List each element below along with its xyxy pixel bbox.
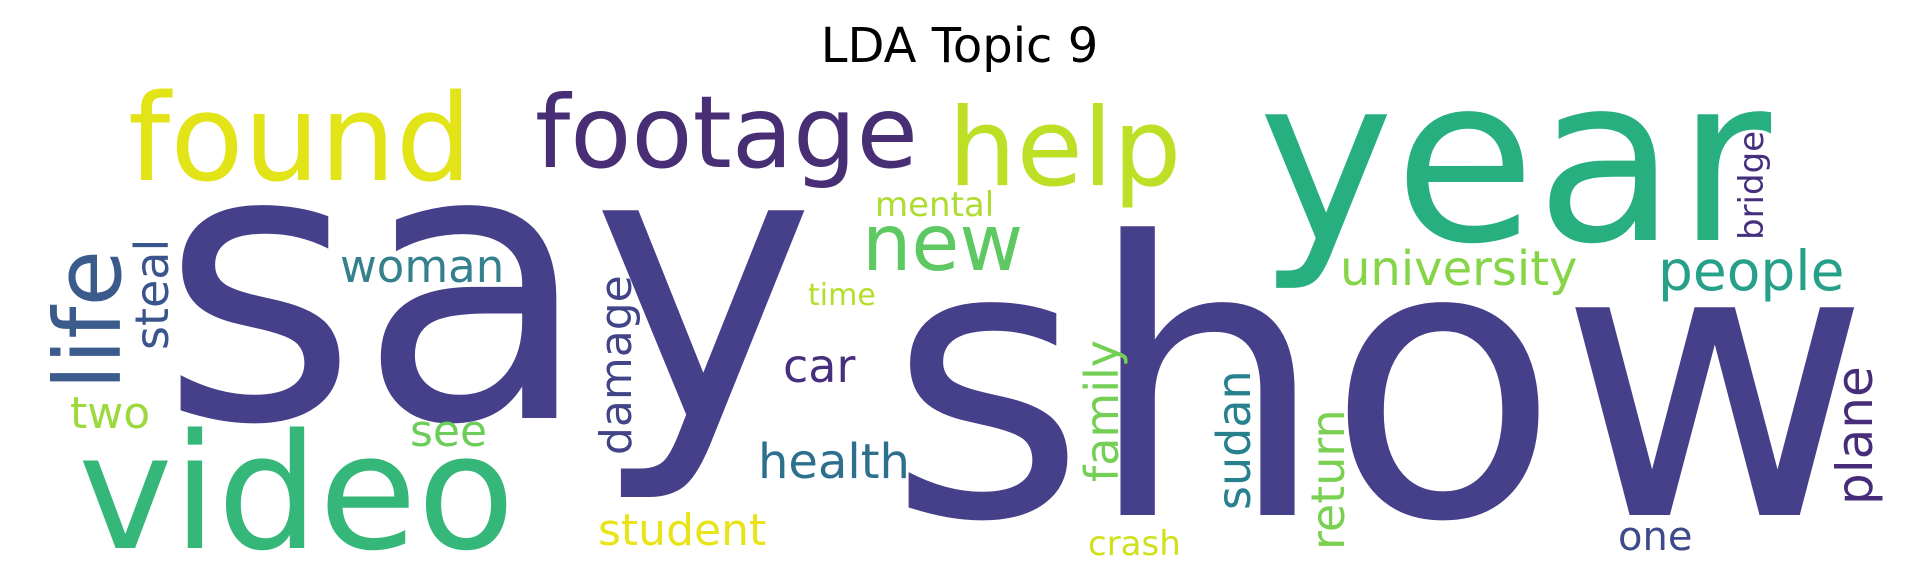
word-year: year xyxy=(1258,28,1772,295)
word-woman: woman xyxy=(340,240,504,293)
word-damage: damage xyxy=(591,275,642,455)
word-family: family xyxy=(1075,340,1129,482)
word-bridge: bridge xyxy=(1732,131,1772,240)
word-return: return xyxy=(1301,409,1355,550)
word-new: new xyxy=(862,199,1023,289)
word-people: people xyxy=(1658,239,1844,303)
word-footage: footage xyxy=(535,74,918,191)
word-car: car xyxy=(783,339,855,393)
word-two: two xyxy=(70,388,150,439)
word-sudan: sudan xyxy=(1207,370,1261,510)
figure-title: LDA Topic 9 xyxy=(820,18,1099,74)
word-found: found xyxy=(128,70,472,209)
word-video: video xyxy=(78,399,515,586)
word-one: one xyxy=(1618,514,1692,560)
word-see: see xyxy=(410,406,487,457)
word-time: time xyxy=(808,278,876,313)
word-show: show xyxy=(888,162,1870,588)
word-student: student xyxy=(598,505,766,556)
word-help: help xyxy=(948,86,1181,211)
word-plane: plane xyxy=(1826,366,1884,505)
word-say: say xyxy=(160,65,816,508)
word-crash: crash xyxy=(1088,524,1181,564)
word-steal: steal xyxy=(125,239,179,350)
word-university: university xyxy=(1340,241,1577,297)
word-health: health xyxy=(758,434,910,490)
word-life: life xyxy=(35,250,142,390)
word-mental: mental xyxy=(875,185,994,225)
